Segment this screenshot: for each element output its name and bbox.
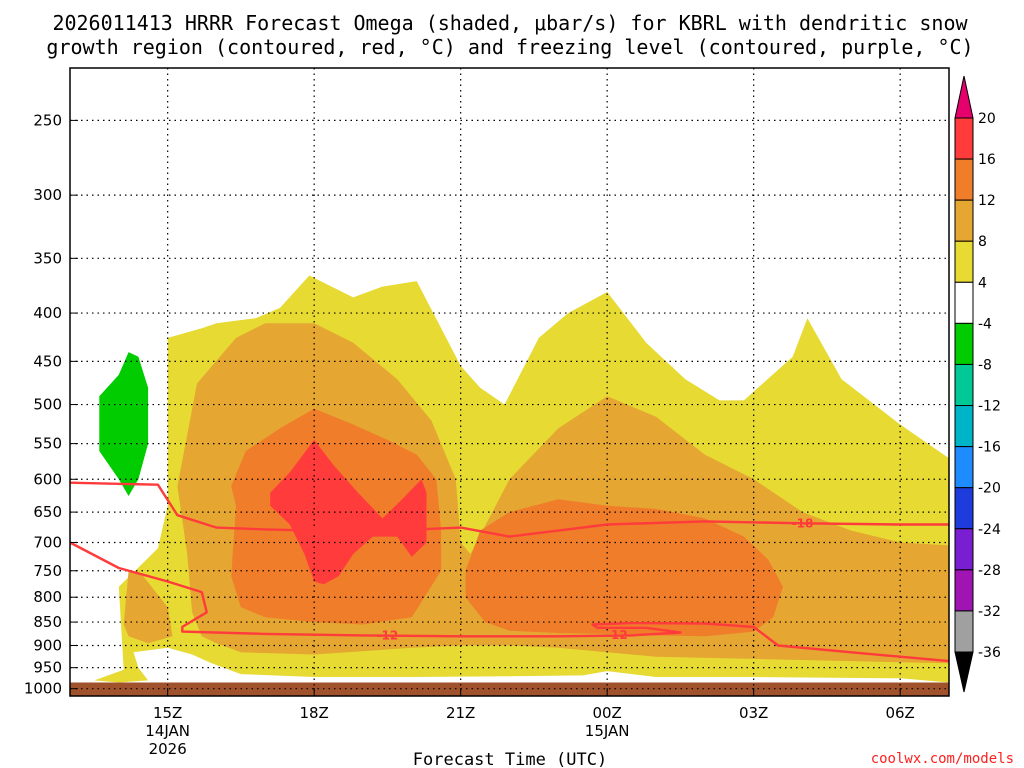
colorbar-label-8: 8 <box>978 234 987 250</box>
y-tick-label-650: 650 <box>33 503 62 521</box>
chart-title-line1: 2026011413 HRRR Forecast Omega (shaded, … <box>52 11 968 35</box>
colorbar-label--12: -12 <box>978 399 1001 415</box>
colorbar-bin-5 <box>954 322 974 365</box>
omega-region-5-level-16 <box>270 439 427 585</box>
colorbar-label--32: -32 <box>978 604 1001 620</box>
colorbar-label--36: -36 <box>978 645 1001 661</box>
colorbar-label--24: -24 <box>978 522 1001 538</box>
x-tick-sublabel-14JAN: 14JAN <box>145 722 190 740</box>
y-tick-label-800: 800 <box>33 588 62 606</box>
colorbar-bin-1 <box>954 158 974 201</box>
colorbar-label-4: 4 <box>978 275 987 291</box>
x-tick-label-21Z: 21Z <box>446 704 475 722</box>
y-tick-label-1000: 1000 <box>24 680 62 698</box>
colorbar-bin-11 <box>954 569 974 612</box>
dgz-contour-label--12-1: -12 <box>606 628 628 642</box>
credit-text: coolwx.com/models <box>871 751 1014 767</box>
x-tick-label-03Z: 03Z <box>739 704 768 722</box>
colorbar-bin-12 <box>954 610 974 653</box>
colorbar-bottom-triangle <box>954 651 974 693</box>
y-tick-label-350: 350 <box>33 249 62 267</box>
y-tick-label-300: 300 <box>33 186 62 204</box>
grid-lines <box>70 68 949 696</box>
y-tick-label-850: 850 <box>33 613 62 631</box>
ground-fill <box>70 682 949 696</box>
colorbar-label--28: -28 <box>978 563 1001 579</box>
y-tick-label-950: 950 <box>33 659 62 677</box>
chart-title-line2: growth region (contoured, red, °C) and f… <box>46 35 973 59</box>
y-axis-ticks: 250 300 350 400 450 500 550 600 650 700 750 800 850 9… <box>24 111 78 698</box>
dgz-contour-label--18-0: -18 <box>792 516 814 530</box>
omega-region-4-level-12 <box>465 499 783 637</box>
x-tick-label-00Z: 00Z <box>592 704 621 722</box>
x-tick-label-06Z: 06Z <box>885 704 914 722</box>
colorbar-label--20: -20 <box>978 481 1001 497</box>
colorbar-bin-8 <box>954 446 974 489</box>
colorbar-label-16: 16 <box>978 152 996 168</box>
colorbar-top-triangle <box>954 75 974 119</box>
colorbar-bin-2 <box>954 199 974 242</box>
omega-region-6-level--4 <box>99 352 149 496</box>
x-tick-sublabel-2026: 2026 <box>149 740 187 758</box>
y-tick-label-600: 600 <box>33 470 62 488</box>
y-tick-label-550: 550 <box>33 435 62 453</box>
y-tick-label-400: 400 <box>33 304 62 322</box>
colorbar-label--16: -16 <box>978 440 1001 456</box>
dgz-contours: -18 -12 -12 <box>69 481 950 663</box>
omega-region-1-level-8 <box>123 570 173 644</box>
dgz-contour--12 <box>69 541 950 663</box>
colorbar-bin-7 <box>954 405 974 448</box>
dgz-contour-label--12-0: -12 <box>377 628 399 642</box>
x-axis-label: Forecast Time (UTC) <box>413 750 607 768</box>
x-tick-sublabel-15JAN: 15JAN <box>585 722 630 740</box>
colorbar-label--8: -8 <box>978 357 992 373</box>
ground-layer <box>70 682 949 696</box>
x-tick-label-15Z: 15Z <box>153 704 182 722</box>
colorbar-bin-3 <box>954 240 974 283</box>
colorbar-bin-6 <box>954 363 974 407</box>
colorbar-bin-4 <box>954 281 974 324</box>
y-tick-label-500: 500 <box>33 396 62 414</box>
y-tick-label-250: 250 <box>33 111 62 129</box>
colorbar-label-20: 20 <box>978 111 996 127</box>
plot-frame <box>69 67 950 697</box>
colorbar-label-12: 12 <box>978 193 996 209</box>
colorbar-label--4: -4 <box>978 316 992 332</box>
colorbar-bin-9 <box>954 487 974 530</box>
colorbar-bin-10 <box>954 528 974 571</box>
y-tick-label-750: 750 <box>33 562 62 580</box>
y-tick-label-900: 900 <box>33 636 62 654</box>
y-tick-label-450: 450 <box>33 352 62 370</box>
colorbar: 20 16 12 8 4 -4 -8 -12 -16 -20 -24 -28 -32 -36 <box>954 75 1001 693</box>
y-tick-label-700: 700 <box>33 533 62 551</box>
x-tick-label-18Z: 18Z <box>299 704 328 722</box>
colorbar-bin-0 <box>954 117 974 160</box>
dgz-contour--18 <box>69 481 949 538</box>
